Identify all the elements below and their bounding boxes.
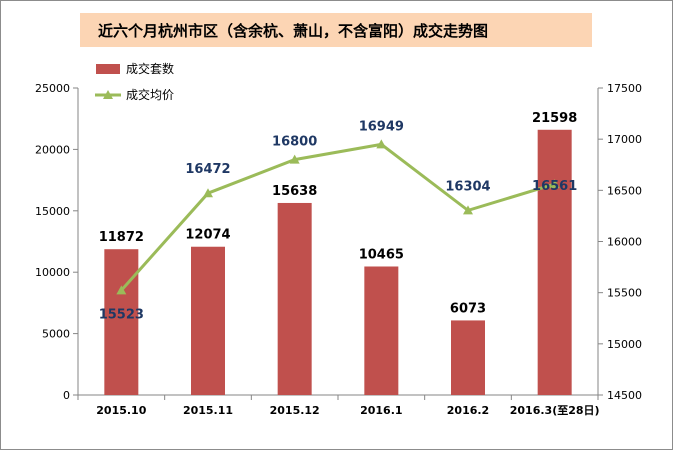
- price-point-marker: [203, 188, 213, 198]
- price-point-marker: [116, 285, 127, 295]
- price-point-marker: [376, 139, 387, 149]
- price-point-marker: [463, 205, 473, 215]
- left-tick-label: 0: [63, 389, 70, 402]
- line-series: [116, 139, 560, 295]
- bar-value-label: 6073: [450, 301, 486, 316]
- left-tick-label: 5000: [42, 328, 70, 341]
- bar: [537, 129, 572, 396]
- bar-value-label: 15638: [272, 184, 317, 199]
- bar-value-label: 21598: [532, 111, 577, 126]
- bar-value-label: 10465: [359, 247, 404, 262]
- bar: [191, 246, 225, 395]
- right-tick-label: 17000: [607, 133, 642, 146]
- left-tick-label: 10000: [35, 266, 70, 279]
- line-value-label: 15523: [99, 307, 144, 322]
- bar-value-label: 11872: [99, 230, 144, 245]
- x-tick-label: 2015.10: [96, 404, 146, 417]
- line-value-label: 16304: [445, 179, 490, 194]
- data-labels: 11872 12074 15638 10465 6073 21598 15523 16472 1…: [99, 111, 578, 323]
- legend-bar-label: 成交套数: [126, 61, 174, 76]
- chart-title-box: 近六个月杭州市区（含余杭、萧山，不含富阳）成交走势图: [80, 13, 592, 47]
- x-tick-label: 2016.1: [360, 404, 402, 417]
- x-tick-label: 2015.11: [183, 404, 233, 417]
- right-tick-label: 14500: [607, 389, 642, 402]
- bar-value-label: 12074: [185, 228, 230, 243]
- bar-series: [104, 129, 572, 396]
- line-value-label: 16561: [532, 179, 577, 194]
- price-line: [120, 142, 556, 292]
- legend-line-marker: [103, 90, 113, 99]
- right-tick-label: 17500: [607, 82, 642, 95]
- x-tick-label: 2016.2: [447, 404, 489, 417]
- left-tick-label: 15000: [35, 205, 70, 218]
- chart-title: 近六个月杭州市区（含余杭、萧山，不含富阳）成交走势图: [98, 21, 489, 40]
- legend-bar-swatch: [96, 64, 120, 74]
- legend-line-label: 成交均价: [126, 87, 174, 102]
- bar: [104, 249, 139, 395]
- bar: [277, 202, 312, 395]
- axes: 0 5000 10000 15000 20000 25000 14500 15000 15500…: [35, 82, 642, 417]
- line-value-label: 16472: [185, 162, 230, 177]
- left-tick-label: 25000: [35, 82, 70, 95]
- line-value-label: 16800: [272, 135, 317, 150]
- right-tick-label: 15000: [607, 338, 642, 351]
- price-point-marker: [549, 179, 560, 189]
- x-tick-label: 2016.3(至28日): [510, 404, 600, 417]
- price-point-marker: [289, 154, 300, 164]
- line-value-label: 16949: [359, 119, 404, 134]
- right-tick-label: 16000: [607, 236, 642, 249]
- right-tick-label: 16500: [607, 184, 642, 197]
- bar: [364, 266, 399, 395]
- bar: [451, 320, 485, 395]
- x-tick-label: 2015.12: [270, 404, 320, 417]
- left-tick-label: 20000: [35, 143, 70, 156]
- right-tick-label: 15500: [607, 287, 642, 300]
